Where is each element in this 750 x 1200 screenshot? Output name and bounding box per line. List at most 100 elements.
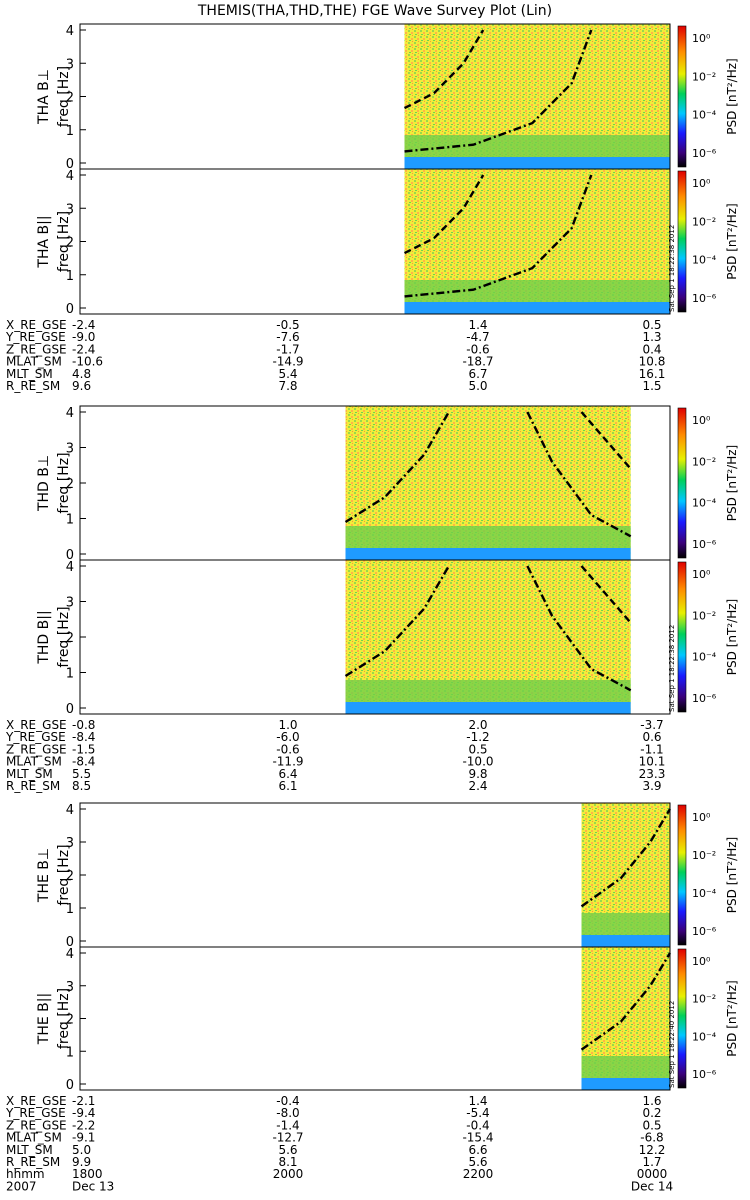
colorbar-label: PSD [nT²/Hz]: [725, 599, 739, 675]
colorbar-tick-label: 10⁻⁶: [692, 292, 717, 305]
colorbar-tick-label: 10⁻⁶: [692, 147, 717, 160]
ephemeris-label: 2007: [6, 1179, 37, 1193]
colorbar-scale: [677, 561, 687, 713]
ephemeris-value: 0.5: [642, 318, 661, 332]
ephemeris-value: 9.8: [468, 767, 487, 781]
panel-thd-bperp: 0 1 2 3 4 THD B⊥ freq [Hz] 10⁰ 10⁻² 10⁻⁴ 10⁻⁶ PSD […: [36, 405, 739, 563]
ephemeris-value: -6.8: [640, 1131, 663, 1145]
colorbar-tick-label: 10⁰: [692, 811, 711, 824]
ephemeris-value: -2.2: [72, 1118, 95, 1132]
ephemeris-value: 4.8: [72, 367, 91, 381]
timestamp-stamp: Sat Sep 1 18:22:38 2012: [668, 625, 676, 712]
panel-ylabel-unit: freq [Hz]: [56, 606, 72, 667]
ephemeris-value: 1.4: [468, 1094, 487, 1108]
ephemeris-value: 0.5: [468, 742, 487, 756]
model-curve-0: [580, 952, 672, 1051]
colorbar-tick-label: 10⁻⁶: [692, 692, 717, 705]
y-tick-label: 0: [66, 935, 74, 950]
spectrogram-low-band: [581, 913, 670, 935]
ephemeris-value: -0.6: [276, 742, 299, 756]
ephemeris-label: R_RE_SM: [6, 1155, 60, 1169]
colorbar-tick-label: 10⁰: [692, 177, 711, 190]
y-tick-label: 3: [66, 596, 74, 611]
model-curve-2: [580, 411, 632, 470]
spectrogram-low-band: [345, 680, 631, 702]
colorbar-tick-label: 10⁻²: [692, 70, 716, 83]
colorbar-label: PSD [nT²/Hz]: [725, 980, 739, 1056]
panel-ylabel: THD B||: [36, 610, 52, 664]
ephemeris-value: -2.4: [72, 342, 95, 356]
colorbar-tick-label: 10⁻²: [692, 849, 716, 862]
colorbar-tick-label: 10⁻²: [692, 215, 716, 228]
ephemeris-label: Y_RE_GSE: [5, 330, 66, 344]
ephemeris-value: 6.7: [468, 367, 487, 381]
panel-ylabel: THA B||: [36, 215, 52, 268]
ephemeris-value: -7.6: [276, 330, 299, 344]
ephemeris-label: MLT_SM: [6, 767, 53, 781]
y-tick-label: 2: [66, 869, 74, 884]
ephemeris-value: 5.6: [278, 1143, 297, 1157]
ephemeris-value: -11.9: [272, 755, 303, 769]
y-tick-label: 1: [66, 124, 74, 139]
ephemeris-value: -0.4: [276, 1094, 299, 1108]
ephemeris-value: -1.2: [466, 730, 489, 744]
spectrogram-floor-band: [345, 702, 631, 714]
ephemeris-table: X_RE_GSE -2.1 -0.4 1.4 1.6 Y_RE_GSE -9.4 -8.0 -5…: [5, 1094, 673, 1193]
y-tick-label: 0: [66, 302, 74, 317]
ephemeris-value: 10.1: [639, 755, 666, 769]
ephemeris-value: -3.7: [640, 718, 663, 732]
ephemeris-label: X_RE_GSE: [6, 1094, 67, 1108]
colorbar-label: PSD [nT²/Hz]: [725, 203, 739, 279]
ephemeris-label: MLAT_SM: [6, 355, 62, 369]
spectrogram-low-band: [581, 1056, 670, 1078]
colorbar-tick-label: 10⁻⁴: [692, 109, 717, 122]
ephemeris-label: R_RE_SM: [6, 779, 60, 793]
ephemeris-value: 23.3: [639, 767, 666, 781]
y-tick-label: 4: [66, 24, 74, 39]
ephemeris-value: -10.0: [462, 755, 493, 769]
ephemeris-value: 8.5: [72, 779, 91, 793]
y-tick-label: 1: [66, 513, 74, 528]
ephemeris-value: 1.0: [278, 718, 297, 732]
colorbar-tick-label: 10⁻²: [692, 993, 716, 1006]
panel-ylabel: THE B||: [36, 993, 52, 1045]
colorbar: 10⁰ 10⁻² 10⁻⁴ 10⁻⁶ PSD [nT²/Hz]: [677, 804, 739, 946]
ephemeris-value: -1.5: [72, 742, 95, 756]
ephemeris-value: -14.9: [272, 355, 303, 369]
colorbar: 10⁰ 10⁻² 10⁻⁴ 10⁻⁶ PSD [nT²/Hz] Sat Sep 1 18:…: [668, 170, 739, 313]
ephemeris-label: Z_RE_GSE: [6, 342, 67, 356]
ephemeris-value: 16.1: [639, 367, 666, 381]
timestamp-stamp: Sat Sep 1 18:22:38 2012: [668, 225, 676, 312]
colorbar-tick-label: 10⁻²: [692, 455, 716, 468]
ephemeris-value: -4.7: [466, 330, 489, 344]
ephemeris-value: -15.4: [462, 1131, 493, 1145]
panel-ylabel-unit: freq [Hz]: [56, 844, 72, 905]
ephemeris-value: Dec 13: [72, 1179, 114, 1193]
model-curve-0: [404, 174, 593, 298]
panel-the-bpar: 0 1 2 3 4 THE B|| freq [Hz] 10⁰ 10⁻² 10⁻⁴ 10⁻⁶ PSD …: [36, 946, 739, 1093]
colorbar-tick-label: 10⁰: [692, 414, 711, 427]
ephemeris-value: 7.8: [278, 379, 297, 393]
panel-the-bperp: 0 1 2 3 4 THE B⊥ freq [Hz] 10⁰ 10⁻² 10⁻⁴ 10⁻⁶ PSD […: [36, 802, 739, 950]
ephemeris-value: 9.9: [72, 1155, 91, 1169]
ephemeris-value: -12.7: [272, 1131, 303, 1145]
y-tick-label: 2: [66, 91, 74, 106]
spectrogram-floor-band: [404, 157, 670, 169]
model-curve-0: [344, 411, 450, 524]
ephemeris-value: 2.4: [468, 779, 487, 793]
panel-ylabel: THE B⊥: [36, 848, 52, 903]
colorbar-tick-label: 10⁻⁶: [692, 925, 717, 938]
colorbar-tick-label: 10⁻⁴: [692, 887, 717, 900]
y-tick-label: 2: [66, 236, 74, 251]
ephemeris-value: 5.4: [278, 367, 297, 381]
ephemeris-value: 5.5: [72, 767, 91, 781]
y-tick-label: 0: [66, 1078, 74, 1093]
colorbar-label: PSD [nT²/Hz]: [725, 58, 739, 134]
y-tick-label: 1: [66, 667, 74, 682]
ephemeris-table: X_RE_GSE -0.8 1.0 2.0 -3.7 Y_RE_GSE -8.4 -6.0 -1…: [5, 718, 665, 793]
ephemeris-value: 0.4: [642, 342, 661, 356]
colorbar-tick-label: 10⁻⁴: [692, 1030, 717, 1043]
panel-tha-bperp: 0 1 2 3 4 THA B⊥ freq [Hz] 10⁰ 10⁻² 10⁻⁴ 10⁻⁶ PSD […: [36, 23, 739, 172]
ephemeris-value: 10.8: [639, 355, 666, 369]
